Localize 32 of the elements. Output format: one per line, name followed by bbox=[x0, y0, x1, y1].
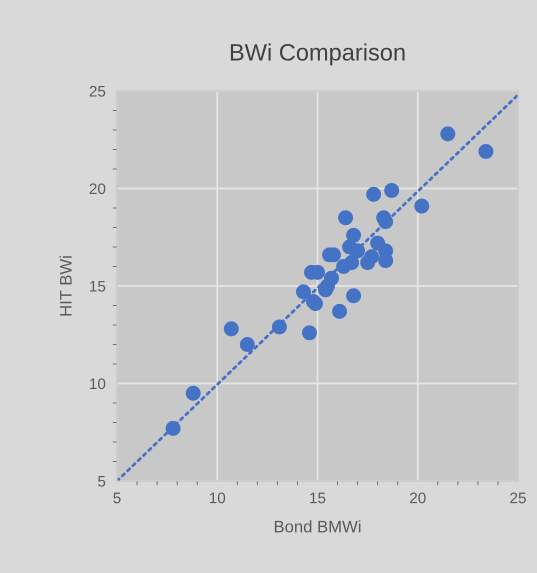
point bbox=[478, 144, 494, 159]
point bbox=[302, 325, 317, 340]
y-tick-label: 20 bbox=[90, 183, 106, 194]
point bbox=[224, 321, 239, 336]
x-axis-title: Bond BMWi bbox=[274, 520, 360, 532]
x-tick-label: 5 bbox=[113, 492, 121, 504]
point bbox=[440, 126, 456, 142]
point bbox=[364, 249, 380, 264]
x-tick-label: 20 bbox=[410, 492, 426, 504]
point bbox=[240, 337, 255, 352]
point bbox=[324, 270, 339, 286]
point bbox=[384, 182, 400, 198]
x-tick-label: 25 bbox=[510, 492, 526, 504]
point bbox=[346, 228, 362, 243]
y-tick-label: 25 bbox=[90, 86, 106, 97]
point bbox=[414, 198, 430, 214]
point bbox=[338, 210, 354, 226]
point bbox=[344, 255, 360, 270]
point bbox=[296, 284, 311, 300]
point bbox=[186, 386, 201, 401]
y-tick-label: 5 bbox=[98, 476, 106, 487]
point bbox=[366, 186, 382, 202]
point bbox=[272, 319, 287, 334]
chart-title: BWi Comparison bbox=[230, 43, 405, 66]
point bbox=[346, 288, 362, 304]
point bbox=[166, 420, 181, 436]
y-tick-label: 10 bbox=[90, 378, 106, 390]
y-axis-title: HIT BWi bbox=[59, 256, 72, 316]
x-tick-label: 15 bbox=[310, 492, 326, 504]
x-tick-label: 10 bbox=[210, 492, 226, 504]
point bbox=[332, 304, 348, 319]
y-tick-label: 15 bbox=[90, 281, 106, 292]
